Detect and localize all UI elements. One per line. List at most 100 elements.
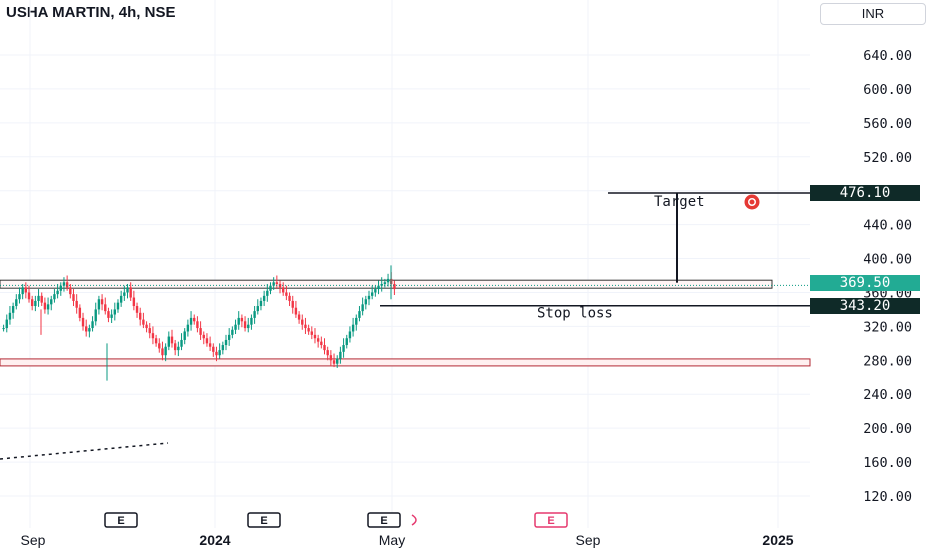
candle-body xyxy=(205,338,209,344)
target-price-label: 476.10 xyxy=(810,184,920,201)
earnings-marker[interactable]: E xyxy=(247,512,281,528)
stop-loss-price-label: 343.20 xyxy=(810,297,920,314)
stop-loss-annotation: Stop loss xyxy=(537,306,613,322)
resistance-zone xyxy=(0,279,773,289)
candle-body xyxy=(351,324,355,332)
candle-body xyxy=(339,351,342,359)
x-tick-label: May xyxy=(379,532,405,548)
candle-body xyxy=(123,292,126,296)
candle-body xyxy=(116,302,120,310)
x-tick-label: 2024 xyxy=(199,532,230,548)
candle-body xyxy=(208,343,212,347)
candle-body xyxy=(37,295,40,301)
candle-body xyxy=(151,333,155,339)
earnings-marker[interactable]: E xyxy=(104,512,138,528)
candle-body xyxy=(332,360,336,364)
candle-body xyxy=(78,307,82,318)
candle-body xyxy=(227,334,231,340)
candle-body xyxy=(386,278,390,283)
candle-body xyxy=(370,292,374,296)
candle-body xyxy=(323,345,326,351)
candle-body xyxy=(107,311,110,318)
candle-body xyxy=(161,348,164,356)
candle-body xyxy=(212,346,215,352)
candle-body xyxy=(304,324,307,329)
candle-body xyxy=(154,338,158,344)
candle-body xyxy=(224,339,228,346)
y-tick-label: 600.00 xyxy=(863,82,912,98)
candle-body xyxy=(278,283,282,288)
candle-body xyxy=(59,285,62,291)
candle-body xyxy=(218,350,221,356)
y-tick-label: 200.00 xyxy=(863,421,912,437)
candle-body xyxy=(119,295,123,303)
candle-body xyxy=(377,285,380,290)
y-tick-label: 560.00 xyxy=(863,116,912,132)
candle-body xyxy=(97,299,101,310)
candle-body xyxy=(177,346,180,351)
candle-body xyxy=(259,300,263,307)
candle-body xyxy=(183,331,186,340)
candle-body xyxy=(355,317,358,325)
svg-text:E: E xyxy=(117,515,124,527)
candle-body xyxy=(56,290,59,295)
candle-body xyxy=(247,324,250,329)
candle-body xyxy=(336,358,339,364)
earnings-marker[interactable]: E xyxy=(367,512,417,528)
candle-body xyxy=(170,336,174,344)
candle-body xyxy=(272,282,275,286)
x-tick-label: Sep xyxy=(21,532,46,548)
candle-body xyxy=(297,314,301,320)
candle-body xyxy=(275,282,279,284)
support-zone xyxy=(0,358,811,367)
svg-text:E: E xyxy=(380,515,387,527)
y-tick-label: 640.00 xyxy=(863,48,912,64)
trend-line xyxy=(0,442,169,460)
candle-body xyxy=(237,317,240,325)
candle-body xyxy=(196,321,199,329)
candle-body xyxy=(240,317,244,322)
y-tick-label: 280.00 xyxy=(863,353,912,369)
target-icon xyxy=(744,194,760,210)
candle-body xyxy=(266,290,269,296)
candle-body xyxy=(34,300,37,307)
candle-body xyxy=(250,317,253,325)
candle-body xyxy=(313,334,317,339)
candle-body xyxy=(88,328,91,332)
last-price-label: 369.50 xyxy=(810,275,920,292)
candle-body xyxy=(186,324,190,332)
candle-body xyxy=(85,326,88,332)
candle-body xyxy=(253,311,256,318)
candle-body xyxy=(367,295,371,300)
candle-body xyxy=(69,287,72,295)
candle-body xyxy=(358,311,361,318)
candle-body xyxy=(329,355,333,361)
candle-body xyxy=(8,312,12,320)
candle-body xyxy=(15,299,18,307)
candle-body xyxy=(374,289,377,293)
candle-body xyxy=(142,319,145,325)
candle-body xyxy=(53,294,56,300)
candle-body xyxy=(221,345,225,351)
candle-body xyxy=(21,287,24,295)
candle-body xyxy=(110,314,113,318)
candle-body xyxy=(234,324,237,330)
candle-body xyxy=(50,299,53,305)
svg-text:E: E xyxy=(260,515,267,527)
candle-body xyxy=(75,300,78,308)
candle-body xyxy=(11,306,15,313)
candle-body xyxy=(40,295,43,303)
candle-body xyxy=(2,328,5,330)
candle-body xyxy=(135,306,139,313)
candle-body xyxy=(243,321,247,329)
earnings-marker[interactable]: E xyxy=(534,512,568,528)
candle-body xyxy=(348,331,352,339)
candle-body xyxy=(104,304,107,312)
candle-body xyxy=(231,329,234,335)
target-annotation: Target xyxy=(654,194,705,210)
candle-body xyxy=(65,282,69,288)
candle-body xyxy=(393,283,396,290)
candle-body xyxy=(158,343,161,349)
currency-button[interactable]: INR xyxy=(820,3,926,25)
